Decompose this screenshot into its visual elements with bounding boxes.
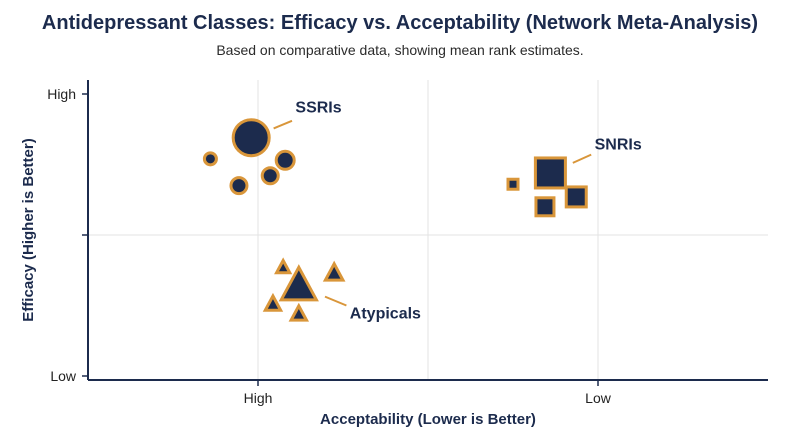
x-axis-label: Acceptability (Lower is Better)	[320, 411, 536, 428]
markers	[202, 118, 588, 322]
atypicals-marker	[262, 292, 284, 312]
atypicals-label: Atypicals	[350, 306, 421, 323]
ssris-marker	[202, 151, 218, 167]
snris-marker	[564, 185, 588, 209]
ssris-marker	[274, 149, 296, 171]
atypicals-marker	[278, 264, 319, 302]
ssris-label: SSRIs	[295, 100, 341, 117]
snris-label: SNRIs	[595, 136, 642, 153]
ssris-marker	[260, 166, 280, 186]
atypicals-marker	[274, 257, 293, 275]
y-tick-label: High	[47, 86, 76, 102]
atypicals-marker	[322, 260, 346, 282]
snris-marker	[533, 156, 567, 190]
ticks: High Low Low High	[47, 86, 612, 406]
y-axis-label: Efficacy (Higher is Better)	[20, 138, 37, 321]
snris-marker	[506, 177, 520, 191]
ssris-marker	[231, 118, 271, 158]
ssris-marker	[229, 176, 249, 196]
grid	[88, 80, 768, 380]
ssris-label-pointer	[273, 119, 293, 130]
x-tick-label: High	[244, 390, 273, 406]
chart-subtitle: Based on comparative data, showing mean …	[216, 42, 584, 58]
chart-title: Antidepressant Classes: Efficacy vs. Acc…	[41, 12, 759, 34]
axes	[87, 80, 768, 381]
atypicals-marker	[288, 302, 310, 322]
group-labels: SSRIs SNRIs Atypicals	[273, 100, 642, 323]
x-tick-label: Low	[585, 390, 612, 406]
snris-label-pointer	[572, 153, 592, 164]
y-tick-label: Low	[50, 368, 77, 384]
snris-marker	[534, 196, 556, 218]
atypicals-label-pointer	[324, 295, 347, 307]
